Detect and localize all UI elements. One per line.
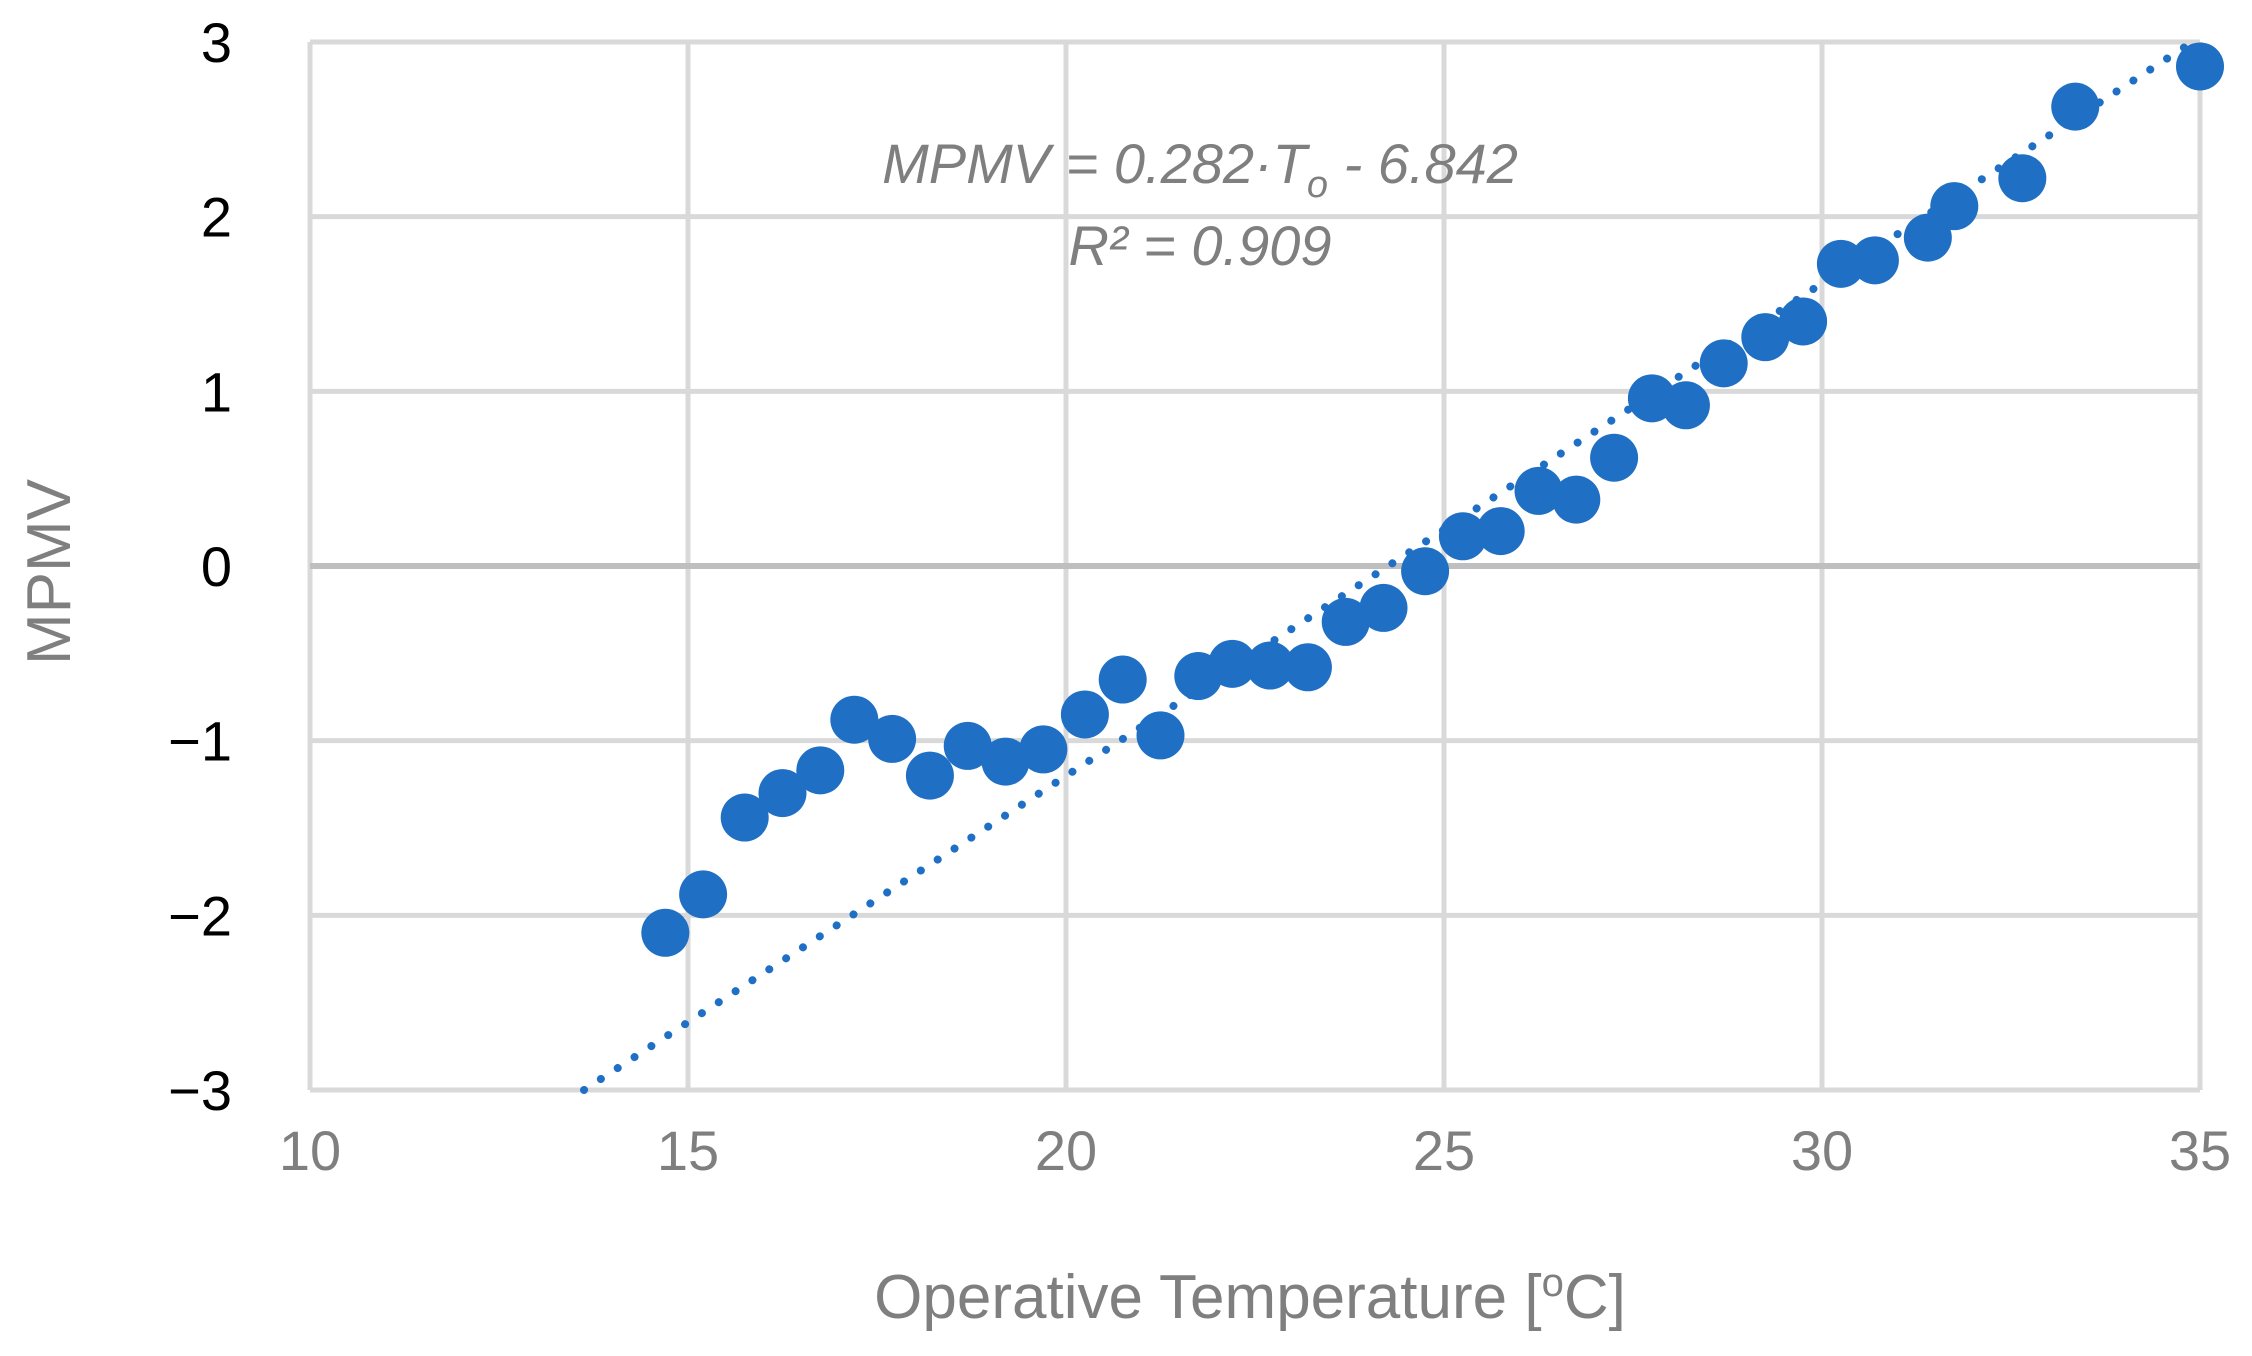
x-tick-label: 30 [1791,1119,1853,1182]
data-point [1741,313,1790,362]
grid-lines [307,39,2203,1093]
x-axis-title-unit: C] [1564,1263,1626,1332]
data-point [1208,639,1257,688]
trendline-equation: MPMV = 0.282·To - 6.842 [882,132,1518,206]
y-axis-title: MPMV [15,478,84,665]
data-point [1019,725,1068,774]
data-point [1098,655,1147,704]
equation-prefix: MPMV = 0.282·T [882,132,1311,195]
data-point [1998,154,2047,203]
y-tick-label: −1 [168,710,232,773]
data-point [1136,711,1185,760]
data-point [1060,690,1109,739]
y-tick-label: −2 [168,884,232,947]
data-point [1321,597,1370,646]
data-point [720,793,769,842]
trendline [579,38,2197,1094]
y-tick-label: −3 [168,1059,232,1122]
data-point [1552,475,1601,524]
data-points [641,42,2224,957]
y-tick-label: 2 [201,186,232,249]
equation-subscript: o [1307,164,1328,206]
data-point [1699,339,1748,388]
data-point [1476,507,1525,556]
r-squared-label: R² = 0.909 [1068,214,1331,277]
data-point [758,769,807,818]
data-point [1779,297,1828,346]
data-point [830,695,879,744]
data-point [1438,512,1487,561]
data-point [2176,42,2224,91]
x-axis-title: Operative Temperature [oC] [874,1261,1626,1332]
x-axis-title-degree: o [1542,1261,1564,1305]
y-tick-label: 0 [201,535,232,598]
data-point [2051,82,2100,131]
x-axis-title-main: Operative Temperature [ [874,1263,1541,1332]
x-tick-label: 25 [1413,1119,1475,1182]
data-point [679,870,728,919]
trendline-layer [579,38,2197,1094]
data-point [1246,641,1295,690]
x-tick-label: 20 [1035,1119,1097,1182]
x-tick-label: 15 [657,1119,719,1182]
data-point [1514,466,1563,515]
data-point [1401,547,1450,596]
data-point [1590,433,1639,482]
data-point [1661,381,1710,430]
data-point [796,746,845,795]
data-point [905,751,954,800]
x-tick-label: 35 [2169,1119,2231,1182]
data-point [1850,236,1899,285]
data-point [868,714,917,763]
y-tick-label: 3 [201,11,232,74]
data-point [1930,182,1979,231]
y-tick-label: 1 [201,360,232,423]
equation-suffix: - 6.842 [1328,132,1518,195]
data-point [1903,213,1952,262]
data-point [943,721,992,770]
data-point [981,737,1030,786]
x-tick-label: 10 [279,1119,341,1182]
data-point [1359,583,1408,632]
data-point [1283,643,1332,692]
data-point [641,908,690,957]
